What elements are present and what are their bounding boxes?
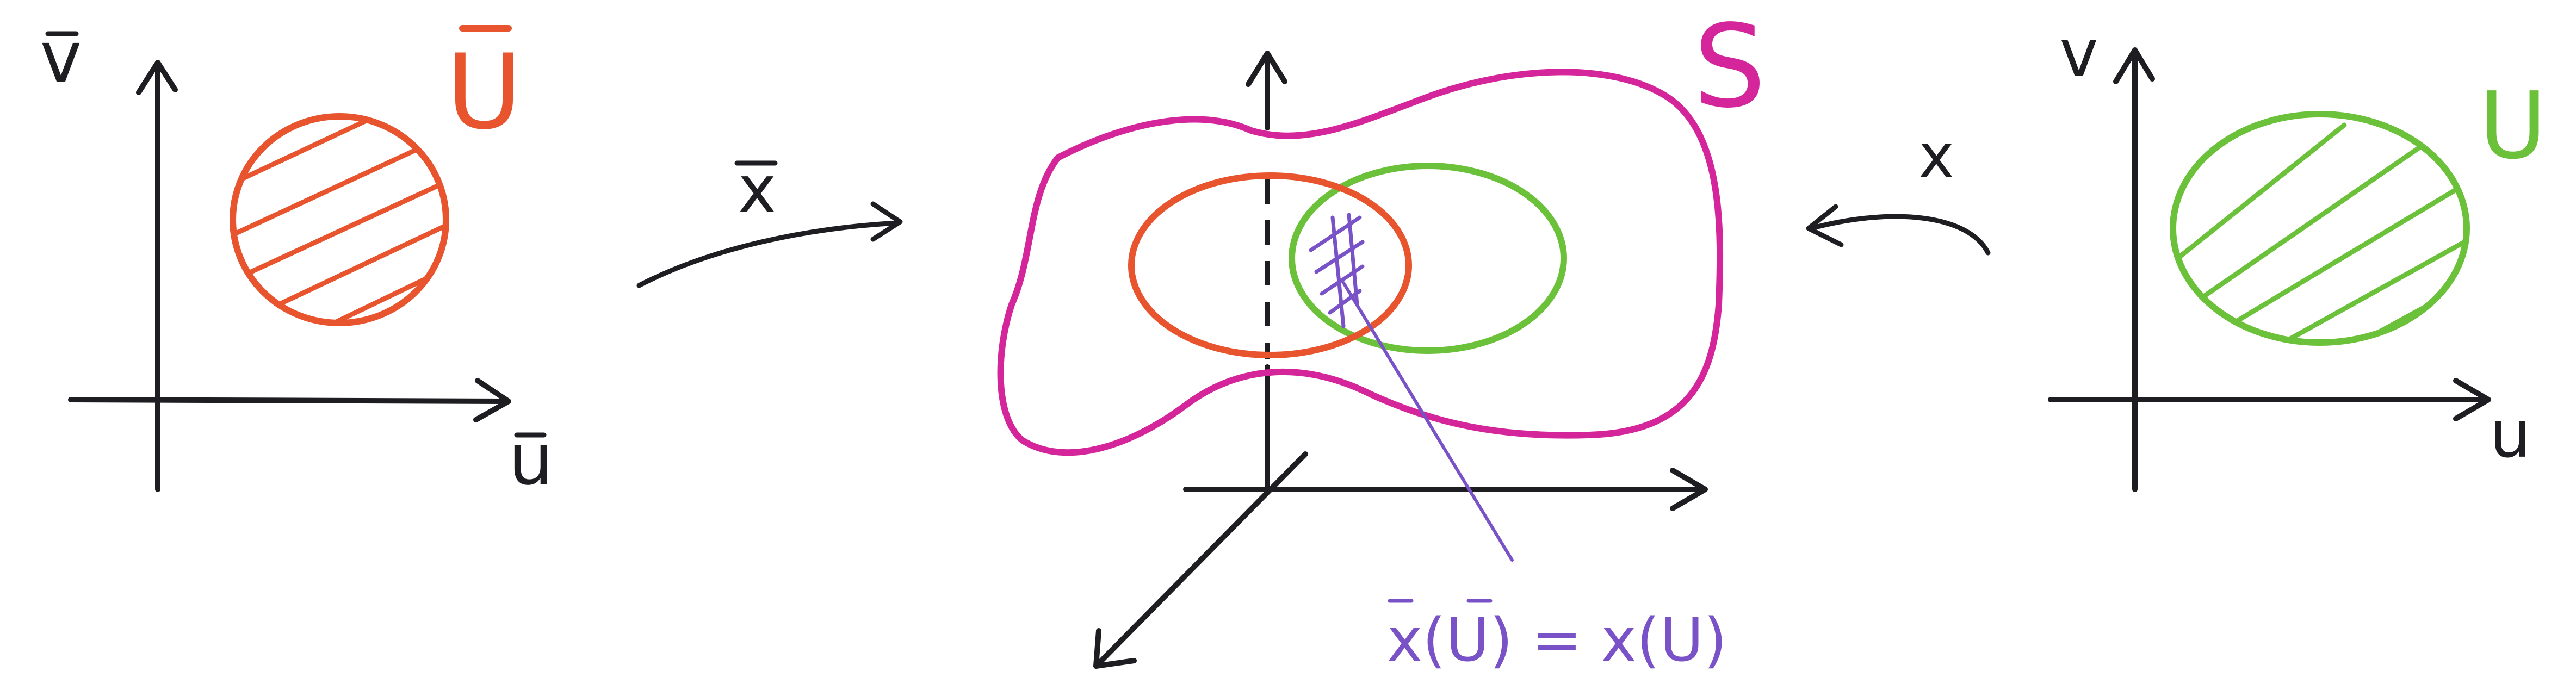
right-horizontal-axis-label: u — [2490, 397, 2531, 473]
left-domain: v u U — [40, 16, 554, 501]
surface-label: S — [1693, 0, 1766, 133]
center-y-axis-arrowhead — [1670, 468, 1708, 511]
overlap-hatching — [1309, 213, 1365, 328]
center-x-axis-arrowhead — [1093, 628, 1137, 669]
left-region-label: U — [446, 32, 522, 152]
right-domain: v u U — [2048, 16, 2547, 492]
left-map: x — [636, 152, 903, 288]
right-map-label: x — [1918, 121, 1954, 191]
red-image-region — [1128, 172, 1412, 358]
left-horizontal-axis — [68, 397, 509, 404]
right-horizontal-axis-arrowhead — [2453, 378, 2491, 421]
right-map: x — [1806, 121, 1991, 256]
right-map-arrow — [1809, 214, 1991, 256]
right-map-arrowhead — [1806, 204, 1844, 247]
right-vertical-axis-arrowhead — [2113, 47, 2155, 84]
right-region-boundary — [2170, 111, 2470, 346]
left-vertical-axis-label: v — [40, 16, 82, 98]
right-vertical-axis-label: v — [2059, 16, 2098, 92]
green-image-region — [1289, 163, 1567, 354]
surface-boundary — [997, 69, 1724, 456]
center-x-axis — [1096, 451, 1308, 666]
overlap-annotation-pointer — [1342, 281, 1514, 562]
left-vertical-axis-arrowhead — [136, 60, 178, 95]
left-horizontal-axis-arrowhead — [473, 378, 511, 422]
right-region-label: U — [2479, 72, 2547, 180]
left-region-boundary — [230, 113, 449, 326]
left-region-hatching — [233, 116, 446, 323]
left-horizontal-axis-label: u — [509, 418, 553, 501]
left-map-arrow — [636, 220, 900, 288]
center-z-axis-arrowhead — [1246, 51, 1287, 87]
left-map-label: x — [738, 152, 776, 228]
surface-group: S x(U) = x(U) — [997, 0, 1766, 675]
overlap-annotation: x(U) = x(U) — [1387, 605, 1727, 675]
left-map-arrowhead — [870, 201, 903, 242]
